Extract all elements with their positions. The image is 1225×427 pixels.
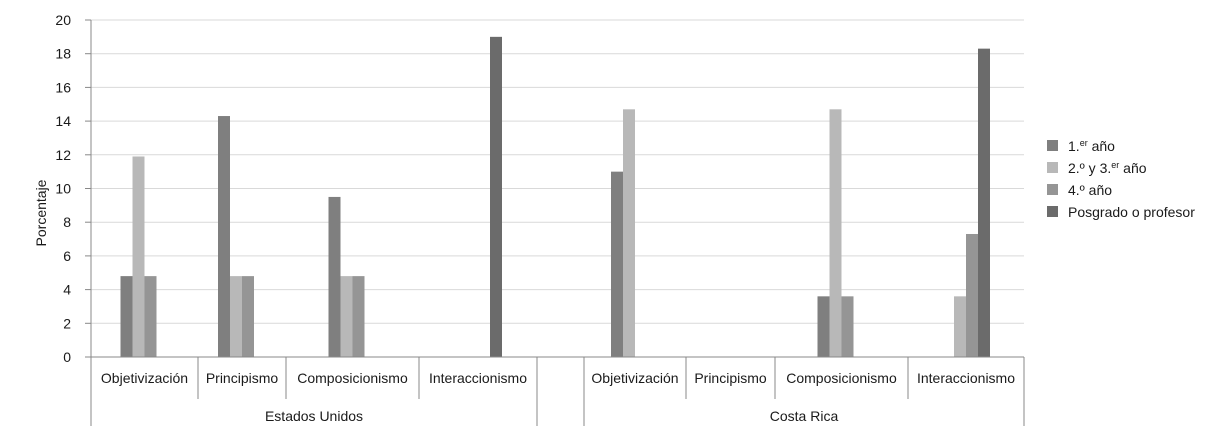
bar [954, 296, 966, 357]
y-tick-label: 10 [55, 181, 71, 197]
y-tick-label: 18 [55, 46, 71, 62]
bar [328, 196, 341, 357]
bar [120, 276, 133, 357]
bar [340, 276, 353, 357]
x-category-label: Principismo [206, 370, 279, 386]
legend-label: 2.º y 3.er año [1068, 160, 1147, 176]
x-category-label: Objetivización [101, 370, 188, 386]
bar [352, 276, 365, 357]
y-tick-label: 8 [63, 214, 71, 230]
x-category-label: Interaccionismo [429, 370, 527, 386]
legend-label: 4.º año [1068, 182, 1112, 198]
y-tick-labels: 0 2 4 6 8 10 12 14 16 18 20 [55, 12, 71, 365]
legend-swatch [1047, 140, 1058, 151]
y-tick-label: 6 [63, 248, 71, 264]
y-tick-label: 4 [63, 282, 71, 298]
axes [85, 19, 1025, 426]
legend-swatch [1047, 184, 1058, 195]
x-group-label: Estados Unidos [265, 408, 363, 424]
y-tick-label: 0 [63, 349, 71, 365]
bar [490, 36, 502, 357]
x-category-label: Composicionismo [297, 370, 408, 386]
bar [611, 171, 623, 357]
y-axis-label: Porcentaje [33, 179, 49, 246]
bar [829, 109, 842, 358]
bars [120, 36, 990, 358]
bar [132, 156, 145, 357]
legend-swatch [1047, 162, 1058, 173]
bar [841, 296, 854, 357]
x-category-label: Interaccionismo [917, 370, 1015, 386]
y-tick-label: 20 [55, 12, 71, 28]
bar [144, 276, 157, 357]
x-group-label: Costa Rica [770, 408, 839, 424]
bar [623, 109, 635, 358]
y-tick-label: 12 [55, 147, 71, 163]
bar [966, 233, 978, 357]
y-tick-label: 2 [63, 315, 71, 331]
legend: 1.er año 2.º y 3.er año 4.º año Posgrado o … [1047, 138, 1195, 220]
x-category-label: Principismo [694, 370, 767, 386]
y-tick-label: 14 [55, 113, 71, 129]
legend-swatch [1047, 206, 1058, 217]
bar [978, 48, 990, 358]
bar [218, 116, 230, 357]
legend-label: Posgrado o profesor [1068, 204, 1195, 220]
y-tick-label: 16 [55, 79, 71, 95]
bar [230, 276, 242, 357]
x-category-label: Objetivización [591, 370, 678, 386]
x-category-label: Composicionismo [786, 370, 897, 386]
x-category-labels: Objetivización Principismo Composicionismo… [101, 370, 1015, 424]
bar [817, 296, 830, 357]
legend-label: 1.er año [1068, 138, 1115, 154]
bar [242, 276, 254, 357]
